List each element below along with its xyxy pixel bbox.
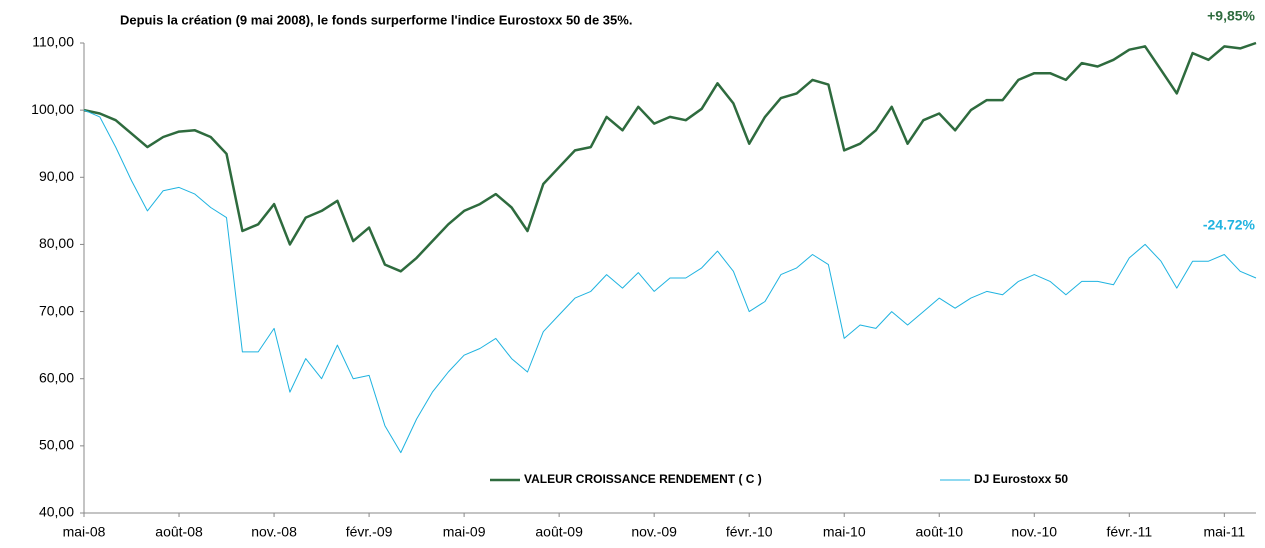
legend-label: DJ Eurostoxx 50: [974, 472, 1068, 486]
x-tick-label: nov.-09: [631, 524, 677, 540]
y-tick-label: 60,00: [39, 369, 74, 385]
y-tick-label: 90,00: [39, 168, 74, 184]
x-tick-label: août-10: [916, 524, 964, 540]
series-line: [83, 109, 1257, 454]
x-tick-label: mai-10: [823, 524, 866, 540]
annotation: +9,85%: [1207, 8, 1255, 24]
x-tick-label: févr.-09: [346, 524, 393, 540]
x-tick-label: nov.-08: [251, 524, 297, 540]
x-tick-label: mai-11: [1203, 524, 1245, 540]
x-tick-label: mai-08: [63, 524, 106, 540]
annotation: -24.72%: [1203, 217, 1256, 233]
y-tick-label: 70,00: [39, 302, 74, 318]
x-tick-label: nov.-10: [1011, 524, 1057, 540]
y-tick-label: 40,00: [39, 504, 74, 520]
x-tick-label: août-08: [155, 524, 203, 540]
x-tick-label: août-09: [535, 524, 583, 540]
x-tick-label: févr.-10: [726, 524, 773, 540]
legend-label: VALEUR CROISSANCE RENDEMENT ( C ): [524, 472, 762, 486]
chart-title: Depuis la création (9 mai 2008), le fond…: [120, 12, 632, 27]
y-tick-label: 110,00: [32, 34, 74, 50]
y-tick-label: 80,00: [39, 235, 74, 251]
y-tick-label: 100,00: [31, 101, 74, 117]
series-line: [83, 41, 1257, 273]
x-tick-label: févr.-11: [1106, 524, 1152, 540]
x-tick-label: mai-09: [443, 524, 486, 540]
y-tick-label: 50,00: [39, 437, 74, 453]
